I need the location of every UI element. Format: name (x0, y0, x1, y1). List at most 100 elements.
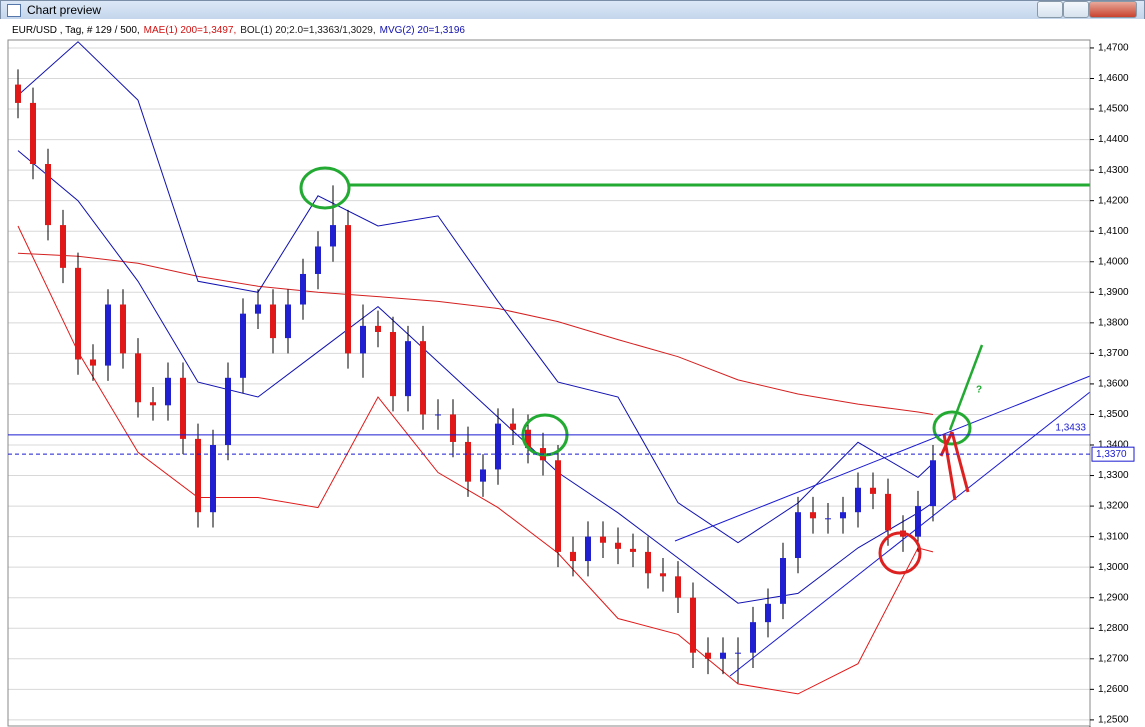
candle-body (240, 313, 246, 378)
candle-body (450, 414, 456, 442)
candle-body (60, 225, 66, 268)
y-tick-label: 1,3900 (1098, 287, 1129, 298)
projection-arrow (950, 431, 970, 493)
candle-body (330, 225, 336, 247)
candle-body (480, 469, 486, 482)
annotation-text: ? (976, 385, 982, 396)
candle-body (135, 353, 141, 403)
y-tick-label: 1,4000 (1098, 256, 1129, 267)
candle-body (495, 423, 501, 470)
candle-body (840, 512, 846, 519)
y-tick-label: 1,2900 (1098, 592, 1129, 603)
candle-body (195, 438, 201, 513)
candle-body (300, 273, 306, 305)
indicator-line (17, 225, 934, 695)
candle-body (465, 441, 471, 482)
candle-body (405, 341, 411, 397)
candle-body (690, 597, 696, 653)
candle-body (375, 325, 381, 332)
chart-background (0, 19, 1145, 727)
candle-body (225, 377, 231, 446)
candle-body (825, 518, 831, 520)
candle-body (660, 573, 666, 577)
y-tick-label: 1,4600 (1098, 73, 1129, 84)
y-tick-label: 1,3100 (1098, 531, 1129, 542)
candle-body (105, 304, 111, 366)
header-item: MAE(1) 200=1,3497, (144, 25, 237, 36)
indicator-line (17, 252, 934, 415)
price-label-box (1091, 446, 1135, 462)
candle-body (525, 429, 531, 449)
candle-body (855, 487, 861, 513)
close-button[interactable] (1089, 1, 1137, 18)
highlight-circle (299, 166, 351, 210)
y-tick-label: 1,3400 (1098, 440, 1129, 451)
candle-body (675, 576, 681, 598)
candle-body (510, 423, 516, 430)
candle-body (30, 102, 36, 165)
highlight-circle (878, 531, 922, 575)
header-item: EUR/USD , Tag, # 129 / 500, (12, 25, 140, 36)
candle-body (615, 542, 621, 549)
y-tick-label: 1,3000 (1098, 562, 1129, 573)
window-icon (7, 4, 21, 17)
y-tick-label: 1,3600 (1098, 379, 1129, 390)
candle-body (705, 652, 711, 659)
candle-body (45, 164, 51, 226)
price-label: 1,3433 (1055, 423, 1086, 434)
y-tick-label: 1,4400 (1098, 134, 1129, 145)
y-tick-label: 1,4200 (1098, 195, 1129, 206)
candle-body (165, 377, 171, 406)
header-item: MVG(2) 20=1,3196 (380, 25, 466, 36)
candle-body (720, 652, 726, 659)
candle-body (15, 84, 21, 103)
y-tick-label: 1,2600 (1098, 684, 1129, 695)
highlight-circle (932, 410, 972, 446)
indicator-line (17, 41, 934, 544)
candle-body (420, 341, 426, 415)
header-item: BOL(1) 20;2.0=1,3363/1,3029, (240, 25, 375, 36)
candle-body (645, 551, 651, 574)
candle-body (810, 512, 816, 519)
user-drawings (299, 166, 1091, 677)
maximize-button[interactable] (1063, 1, 1089, 18)
candle-body (750, 622, 756, 653)
y-tick-label: 1,3800 (1098, 317, 1129, 328)
y-tick-label: 1,3700 (1098, 348, 1129, 359)
candle-body (180, 377, 186, 439)
candle-body (555, 460, 561, 552)
y-tick-label: 1,3200 (1098, 501, 1129, 512)
trend-line (674, 375, 1091, 542)
candle-body (150, 402, 156, 406)
y-tick-label: 1,2500 (1098, 715, 1129, 726)
title-bar: Chart preview (1, 1, 1144, 20)
candle-body (795, 512, 801, 559)
candle-body (270, 304, 276, 339)
candle-body (315, 246, 321, 274)
window-title: Chart preview (27, 3, 102, 17)
chart-header: EUR/USD , Tag, # 129 / 500, MAE(1) 200=1,… (12, 25, 465, 36)
y-tick-label: 1,4500 (1098, 104, 1129, 115)
candle-body (600, 536, 606, 543)
projection-arrow (948, 344, 984, 431)
y-tick-label: 1,4300 (1098, 165, 1129, 176)
candle-body (75, 267, 81, 360)
y-tick-label: 1,2700 (1098, 653, 1129, 664)
candle-body (735, 652, 741, 654)
candle-body (765, 603, 771, 623)
candle-body (930, 460, 936, 507)
price-label: 1,3370 (1096, 449, 1127, 460)
y-tick-label: 1,4700 (1098, 43, 1129, 54)
minimize-button[interactable] (1037, 1, 1063, 18)
candle-body (255, 304, 261, 314)
y-tick-label: 1,3300 (1098, 470, 1129, 481)
candle-body (345, 225, 351, 354)
candle-body (435, 414, 441, 416)
candle-body (210, 445, 216, 513)
chart: EUR/USD , Tag, # 129 / 500, MAE(1) 200=1,… (0, 19, 1145, 727)
candle-body (915, 506, 921, 537)
candle-body (885, 493, 891, 531)
candle-body (630, 548, 636, 552)
candle-body (90, 359, 96, 366)
candle-body (570, 551, 576, 562)
